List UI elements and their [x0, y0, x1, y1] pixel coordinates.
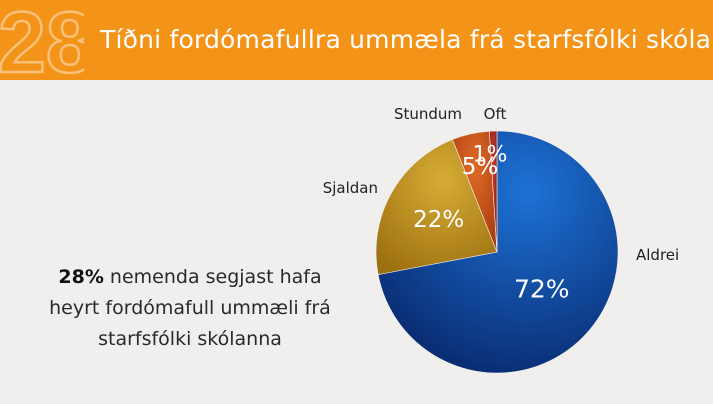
- highlight-percent: 28%: [58, 266, 104, 288]
- pie-category-label-aldrei: Aldrei: [636, 246, 679, 264]
- pie-category-label-stundum: Stundum: [394, 105, 462, 123]
- pie-slice-sjaldan: [375, 139, 498, 276]
- pie-value-label-sjaldan: 22%: [413, 207, 464, 233]
- logo-mark: 28: [0, 0, 84, 80]
- pie-chart: 72% Aldrei 22% Sjaldan 5% Stundum 1% Oft: [323, 105, 679, 374]
- pie-value-label-aldrei: 72%: [514, 275, 570, 304]
- pie-slice-oft: [489, 130, 498, 253]
- summary-note: 28% nemenda segjast hafa heyrt fordómafu…: [30, 262, 350, 355]
- pie-slice-aldrei: [377, 130, 619, 374]
- note-line-1: nemenda segjast hafa: [103, 266, 322, 288]
- page-title: Tíðni fordómafullra ummæla frá starfsfól…: [100, 25, 712, 54]
- logo-28-icon: 28: [0, 0, 84, 80]
- pie-value-label-stundum: 5%: [462, 154, 499, 180]
- note-line-2: heyrt fordómafull ummæli frá: [49, 297, 331, 319]
- pie-category-label-oft: Oft: [484, 105, 507, 123]
- pie-value-label-oft: 1%: [473, 143, 508, 168]
- note-line-3: starfsfólki skólanna: [98, 328, 282, 350]
- pie-category-label-sjaldan: Sjaldan: [323, 179, 378, 197]
- title-banner: 28 Tíðni fordómafullra ummæla frá starfs…: [0, 0, 713, 80]
